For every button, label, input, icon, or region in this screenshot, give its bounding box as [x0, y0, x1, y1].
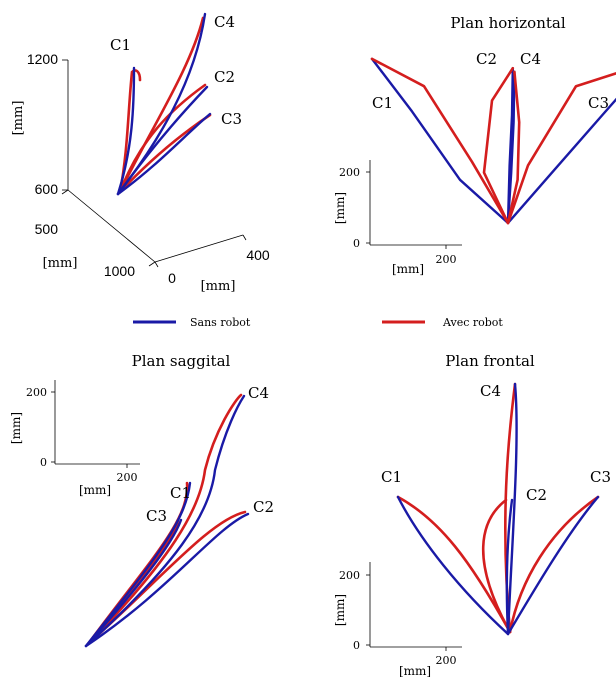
legend: Sans robot Avec robot — [133, 316, 503, 329]
x-tick-label: 400 — [246, 247, 270, 263]
panel-title: Plan horizontal — [450, 14, 565, 32]
trajectories-sans-robot — [396, 382, 600, 636]
y-axis — [67, 189, 156, 263]
trajectories-sans-robot — [84, 394, 250, 648]
z-tick-label: 1200 — [27, 51, 58, 67]
y-tick-label: 1000 — [104, 263, 135, 279]
y-tick-label: 0 — [353, 639, 360, 652]
trajectory-c3-sans — [84, 518, 183, 648]
legend-label-avec-robot: Avec robot — [442, 316, 503, 329]
panel-title: Plan frontal — [445, 352, 535, 370]
y-axis-label: [mm] — [43, 256, 78, 271]
target-label-c2: C2 — [253, 498, 274, 516]
target-label-c1: C1 — [381, 468, 402, 486]
trajectory-c1-sans — [116, 66, 136, 196]
x-tick-label: 200 — [436, 253, 457, 266]
panel-frontal: Plan frontal 200 0 200 [mm] [mm] C4 C1 C… — [333, 352, 611, 677]
target-label-c1: C1 — [110, 36, 131, 54]
trajectory-c1-avec — [396, 495, 512, 634]
trajectory-c3-avec — [508, 495, 600, 634]
trajectory-c1-sans — [370, 57, 510, 225]
panel-3d: 1200 600 [mm] 500 1000 [mm] 0 400 [mm] C… — [11, 12, 270, 294]
target-label-c4: C4 — [480, 382, 501, 400]
target-label-c3: C3 — [588, 94, 609, 112]
trajectory-c2-sans — [116, 85, 209, 196]
y-axis-label: [mm] — [9, 412, 23, 444]
target-label-c3: C3 — [590, 468, 611, 486]
trajectory-c2-sans — [84, 512, 250, 648]
trajectory-c2-avec — [482, 66, 515, 225]
panel-horizontal: Plan horizontal 200 0 200 [mm] [mm] C1 C… — [333, 14, 616, 276]
y-tick-label: 0 — [353, 237, 360, 250]
x-axis-label: [mm] — [201, 279, 236, 294]
trajectory-c2-avec — [118, 83, 207, 194]
target-label-c3: C3 — [146, 507, 167, 525]
target-label-c4: C4 — [520, 50, 541, 68]
target-label-c2: C2 — [526, 486, 547, 504]
target-label-c1: C1 — [170, 484, 191, 502]
trajectory-c2-sans — [505, 498, 514, 636]
y-tick-label: 200 — [339, 569, 360, 582]
x-tick — [154, 261, 159, 268]
y-tick-label: 200 — [339, 166, 360, 179]
x-tick-label: 200 — [436, 654, 457, 667]
trajectory-c3-avec — [506, 72, 616, 225]
trajectory-c1-avec — [370, 57, 510, 225]
trajectory-c3-sans — [116, 112, 212, 196]
panel-title: Plan saggital — [132, 352, 231, 370]
trajectory-c4-sans — [506, 70, 516, 225]
trajectory-group — [370, 57, 616, 225]
trajectory-c1-sans — [84, 481, 192, 648]
z-axis-label: [mm] — [11, 101, 26, 136]
trajectory-c4-sans — [84, 394, 246, 648]
target-label-c2: C2 — [476, 50, 497, 68]
trajectories-avec-robot — [396, 382, 600, 634]
y-tick-label: 500 — [35, 221, 59, 237]
y-tick-label: 200 — [26, 386, 47, 399]
target-label-c4: C4 — [248, 384, 269, 402]
trajectories-sans-robot — [116, 12, 212, 196]
target-label-c3: C3 — [221, 110, 242, 128]
legend-label-sans-robot: Sans robot — [190, 316, 251, 329]
x-axis-label: [mm] — [392, 262, 424, 276]
x-tick-label: 0 — [168, 270, 176, 286]
y-axis-label: [mm] — [333, 192, 347, 224]
trajectory-c4-avec — [86, 393, 243, 646]
y-tick-label: 0 — [40, 456, 47, 469]
x-tick — [242, 234, 247, 241]
z-tick-label: 600 — [35, 181, 59, 197]
y-tick — [61, 189, 69, 195]
x-axis-label: [mm] — [399, 664, 431, 677]
y-axis-label: [mm] — [333, 594, 347, 626]
y-tick — [148, 261, 156, 267]
trajectory-c2-avec — [481, 498, 512, 634]
trajectory-c3-sans — [506, 495, 600, 636]
trajectory-c3-sans — [506, 97, 616, 225]
x-axis — [154, 234, 244, 263]
trajectory-c1-sans — [396, 495, 510, 636]
trajectories-avec-robot — [118, 16, 212, 194]
panel-sagittal: Plan saggital 200 0 200 [mm] [mm] C4 C1 … — [9, 352, 274, 648]
target-label-c1: C1 — [372, 94, 393, 112]
trajectory-c4-avec — [506, 70, 521, 225]
target-label-c2: C2 — [214, 68, 235, 86]
trajectory-c4-sans — [506, 382, 518, 636]
x-tick-label: 200 — [117, 471, 138, 484]
x-axis-label: [mm] — [79, 483, 111, 497]
trajectory-c1-avec — [118, 69, 142, 194]
target-label-c4: C4 — [214, 13, 235, 31]
